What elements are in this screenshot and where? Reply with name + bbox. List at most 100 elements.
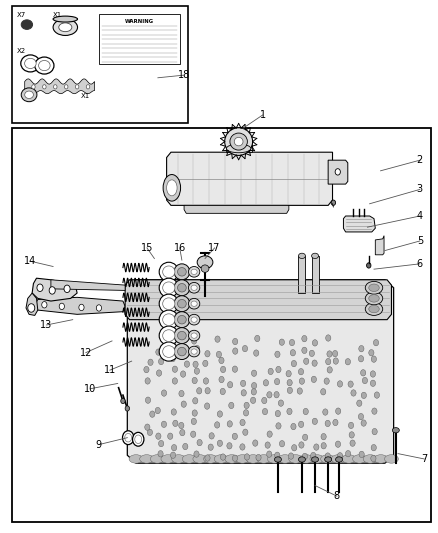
- Text: 17: 17: [208, 243, 221, 253]
- Ellipse shape: [365, 292, 383, 305]
- Ellipse shape: [311, 457, 318, 462]
- Ellipse shape: [369, 295, 379, 302]
- Circle shape: [311, 376, 317, 383]
- Polygon shape: [343, 216, 375, 232]
- Circle shape: [335, 168, 340, 175]
- Ellipse shape: [177, 332, 186, 340]
- Ellipse shape: [159, 278, 178, 297]
- Circle shape: [357, 400, 362, 406]
- Circle shape: [64, 285, 70, 293]
- Circle shape: [348, 381, 353, 387]
- Circle shape: [170, 356, 175, 362]
- Circle shape: [197, 439, 202, 446]
- Circle shape: [361, 392, 367, 399]
- Circle shape: [227, 421, 233, 427]
- Circle shape: [288, 453, 293, 459]
- Circle shape: [321, 442, 326, 449]
- Circle shape: [194, 451, 199, 457]
- Ellipse shape: [225, 128, 253, 156]
- Ellipse shape: [268, 455, 281, 463]
- Text: 1: 1: [260, 110, 266, 120]
- Circle shape: [290, 340, 295, 346]
- Ellipse shape: [363, 455, 377, 463]
- Text: 14: 14: [24, 256, 36, 266]
- Circle shape: [312, 360, 317, 366]
- Circle shape: [304, 358, 309, 365]
- Circle shape: [191, 431, 196, 438]
- Circle shape: [240, 380, 246, 386]
- Ellipse shape: [201, 265, 209, 272]
- Bar: [12, 128, 431, 522]
- Circle shape: [203, 378, 208, 384]
- Circle shape: [276, 423, 281, 429]
- Circle shape: [217, 411, 223, 417]
- Ellipse shape: [174, 312, 190, 328]
- Circle shape: [275, 351, 280, 358]
- Circle shape: [172, 378, 177, 384]
- Circle shape: [179, 422, 184, 429]
- Circle shape: [302, 347, 307, 353]
- Circle shape: [208, 444, 213, 450]
- Ellipse shape: [140, 455, 154, 463]
- Circle shape: [42, 302, 47, 308]
- Ellipse shape: [278, 455, 292, 463]
- Circle shape: [325, 335, 331, 341]
- Circle shape: [219, 376, 224, 383]
- Ellipse shape: [21, 55, 40, 72]
- Circle shape: [299, 378, 304, 384]
- Circle shape: [262, 408, 268, 415]
- Circle shape: [267, 431, 272, 437]
- Ellipse shape: [161, 455, 175, 463]
- Text: X2: X2: [17, 48, 26, 54]
- Circle shape: [371, 356, 377, 362]
- Ellipse shape: [311, 253, 318, 259]
- Circle shape: [297, 388, 302, 394]
- Circle shape: [205, 455, 210, 461]
- Circle shape: [321, 433, 326, 440]
- Circle shape: [156, 433, 161, 439]
- Ellipse shape: [162, 266, 175, 278]
- Circle shape: [156, 349, 161, 356]
- Ellipse shape: [182, 455, 196, 463]
- Ellipse shape: [191, 301, 197, 306]
- Circle shape: [256, 454, 261, 461]
- Circle shape: [374, 340, 379, 346]
- Ellipse shape: [325, 457, 332, 462]
- Ellipse shape: [53, 19, 78, 36]
- Circle shape: [125, 406, 130, 411]
- Circle shape: [324, 378, 329, 384]
- Text: X1: X1: [53, 12, 62, 18]
- Circle shape: [367, 263, 371, 268]
- Circle shape: [173, 420, 178, 426]
- Circle shape: [337, 381, 343, 387]
- Circle shape: [232, 366, 237, 373]
- Ellipse shape: [188, 314, 200, 325]
- Circle shape: [311, 453, 316, 459]
- Text: X1: X1: [81, 93, 91, 99]
- Circle shape: [370, 371, 375, 377]
- Polygon shape: [35, 297, 125, 314]
- Ellipse shape: [188, 266, 200, 277]
- Ellipse shape: [162, 314, 175, 326]
- Circle shape: [170, 351, 175, 358]
- Text: 6: 6: [417, 259, 423, 269]
- Circle shape: [325, 420, 330, 426]
- Ellipse shape: [150, 455, 164, 463]
- Polygon shape: [375, 236, 384, 255]
- Circle shape: [144, 366, 149, 373]
- Circle shape: [150, 411, 155, 417]
- Circle shape: [215, 336, 220, 342]
- Circle shape: [251, 383, 257, 389]
- Circle shape: [232, 433, 237, 440]
- Circle shape: [219, 357, 224, 364]
- Ellipse shape: [246, 455, 260, 463]
- Circle shape: [350, 440, 355, 446]
- Circle shape: [193, 398, 198, 404]
- Circle shape: [358, 414, 364, 420]
- Circle shape: [233, 455, 238, 462]
- Ellipse shape: [257, 455, 271, 463]
- Circle shape: [349, 432, 354, 438]
- Circle shape: [220, 366, 226, 373]
- Ellipse shape: [21, 20, 32, 29]
- Bar: [12, 6, 188, 123]
